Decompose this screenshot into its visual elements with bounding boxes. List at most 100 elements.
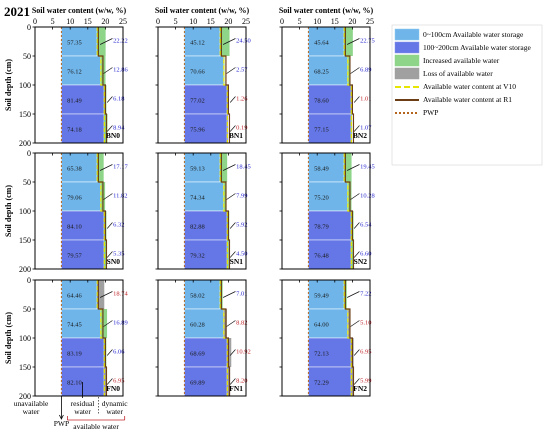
v10-line <box>343 153 352 269</box>
x-tick-label: 15 <box>207 17 215 26</box>
change-value: 18.45 <box>236 164 251 171</box>
increase-bar <box>96 153 104 182</box>
y-tick-label: 50 <box>23 52 31 61</box>
storage-value: 68.69 <box>190 351 205 358</box>
storage-bar <box>61 337 105 368</box>
storage-value: 74.18 <box>67 127 82 134</box>
loss-bar <box>226 338 232 367</box>
change-value: 8.82 <box>236 320 247 327</box>
x-tick-label: 25 <box>366 17 374 26</box>
label-leader <box>229 96 236 103</box>
change-value: 18.74 <box>113 291 128 298</box>
label-leader <box>106 222 113 229</box>
y-tick-label: 100 <box>19 207 31 216</box>
increase-bar <box>96 27 106 56</box>
r1-line <box>97 153 108 269</box>
label-leader <box>106 96 113 103</box>
r1-line <box>344 153 355 269</box>
y-tick-label: 150 <box>19 110 31 119</box>
x-tick-label: 20 <box>101 17 109 26</box>
label-leader <box>353 125 360 132</box>
y-tick-label: 200 <box>19 265 31 274</box>
y-tick-label: 200 <box>19 139 31 148</box>
change-value: 1.26 <box>236 96 248 103</box>
treatment-label: FN2 <box>353 384 367 393</box>
change-value: 12.86 <box>113 67 128 74</box>
y-tick-label: 150 <box>19 363 31 372</box>
increase-bar <box>343 27 353 56</box>
storage-value: 58.02 <box>190 293 205 300</box>
v10-line <box>96 280 105 396</box>
change-value: 2.57 <box>236 67 248 74</box>
residual-water-label: water <box>74 407 91 416</box>
storage-bar <box>308 308 348 339</box>
panel-bn2: 45.64 22.75 68.25 6.89 78.60 1.01 77.15 1.07BN2… <box>279 6 375 144</box>
label-leader <box>226 320 236 327</box>
x-tick-label: 25 <box>119 17 127 26</box>
increase-bar <box>219 153 228 182</box>
x-tick-label: 0 <box>33 17 37 26</box>
storage-bar <box>184 26 221 57</box>
x-tick-label: 0 <box>156 17 160 26</box>
residual-water-label: residual <box>71 399 95 408</box>
treatment-label: BN0 <box>106 131 120 140</box>
x-tick-label: 5 <box>51 17 55 26</box>
loss-bar <box>223 309 227 338</box>
label-leader <box>99 291 113 298</box>
bottom-annotations: unavailablewaterPWPresidualwaterdynamicw… <box>14 382 128 431</box>
storage-value: 69.89 <box>190 380 205 387</box>
loss-bar <box>350 367 354 396</box>
storage-value: 59.49 <box>314 293 329 300</box>
x-tick-label: 10 <box>66 17 74 26</box>
panel-sn2: 58.49 19.45 75.20 10.28 78.79 6.54 76.48 6.60SN… <box>279 152 375 270</box>
storage-value: 57.35 <box>67 40 82 47</box>
x-tick-label: 20 <box>348 17 356 26</box>
change-value: 6.32 <box>113 222 124 229</box>
increase-bar <box>100 309 108 338</box>
legend-label: Loss of available water <box>423 69 493 78</box>
legend-swatch <box>394 54 420 67</box>
change-value: 8.94 <box>113 125 125 132</box>
label-leader <box>103 320 113 327</box>
storage-value: 45.64 <box>314 40 329 47</box>
treatment-label: FN1 <box>229 384 243 393</box>
label-leader <box>103 193 113 200</box>
storage-value: 75.20 <box>314 195 329 202</box>
storage-value: 72.29 <box>314 380 329 387</box>
label-leader <box>346 38 360 45</box>
storage-bar <box>308 152 345 183</box>
r1-line <box>220 27 231 143</box>
increase-bar <box>219 27 230 56</box>
legend-item: 0~100cm Available water storage <box>394 28 524 41</box>
increase-bar <box>350 240 354 269</box>
panel-sn0: 65.38 17.17 79.06 11.82 84.10 6.32 79.57 5.35SN… <box>4 149 129 274</box>
label-leader <box>226 67 236 74</box>
storage-value: 77.15 <box>314 127 329 134</box>
storage-value: 76.12 <box>67 69 82 76</box>
storage-value: 81.49 <box>67 98 82 105</box>
storage-value: 64.00 <box>314 322 329 329</box>
v10-line <box>219 27 228 143</box>
change-value: 7.99 <box>236 193 247 200</box>
storage-value: 84.10 <box>67 224 82 231</box>
storage-value: 65.38 <box>67 166 82 173</box>
label-leader <box>353 349 360 356</box>
label-leader <box>222 291 236 298</box>
storage-bar <box>184 210 228 241</box>
panel-fn0: 64.46 18.74 74.45 16.89 83.19 6.06 82.10 6.95FN… <box>4 276 129 401</box>
y-tick-label: 150 <box>19 236 31 245</box>
legend-label: 0~100cm Available water storage <box>423 30 524 39</box>
legend-item: PWP <box>395 108 438 117</box>
y-axis-title: Soil depth (cm) <box>4 59 13 111</box>
change-value: 17.17 <box>113 164 128 171</box>
label-leader <box>350 67 360 74</box>
change-value: 6.18 <box>113 96 124 103</box>
storage-value: 75.96 <box>190 127 205 134</box>
panel-bn0: 57.35 22.22 76.12 12.86 81.49 6.18 74.18 8.94BN… <box>4 6 129 148</box>
change-value: 5.99 <box>360 378 371 385</box>
v10-line <box>219 153 228 269</box>
label-leader <box>229 222 236 229</box>
label-leader <box>99 164 113 171</box>
change-value: 6.54 <box>360 222 372 229</box>
